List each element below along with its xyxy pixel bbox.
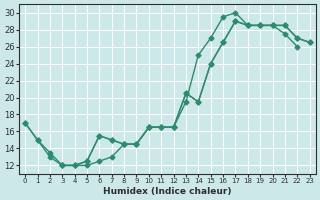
- X-axis label: Humidex (Indice chaleur): Humidex (Indice chaleur): [103, 187, 232, 196]
